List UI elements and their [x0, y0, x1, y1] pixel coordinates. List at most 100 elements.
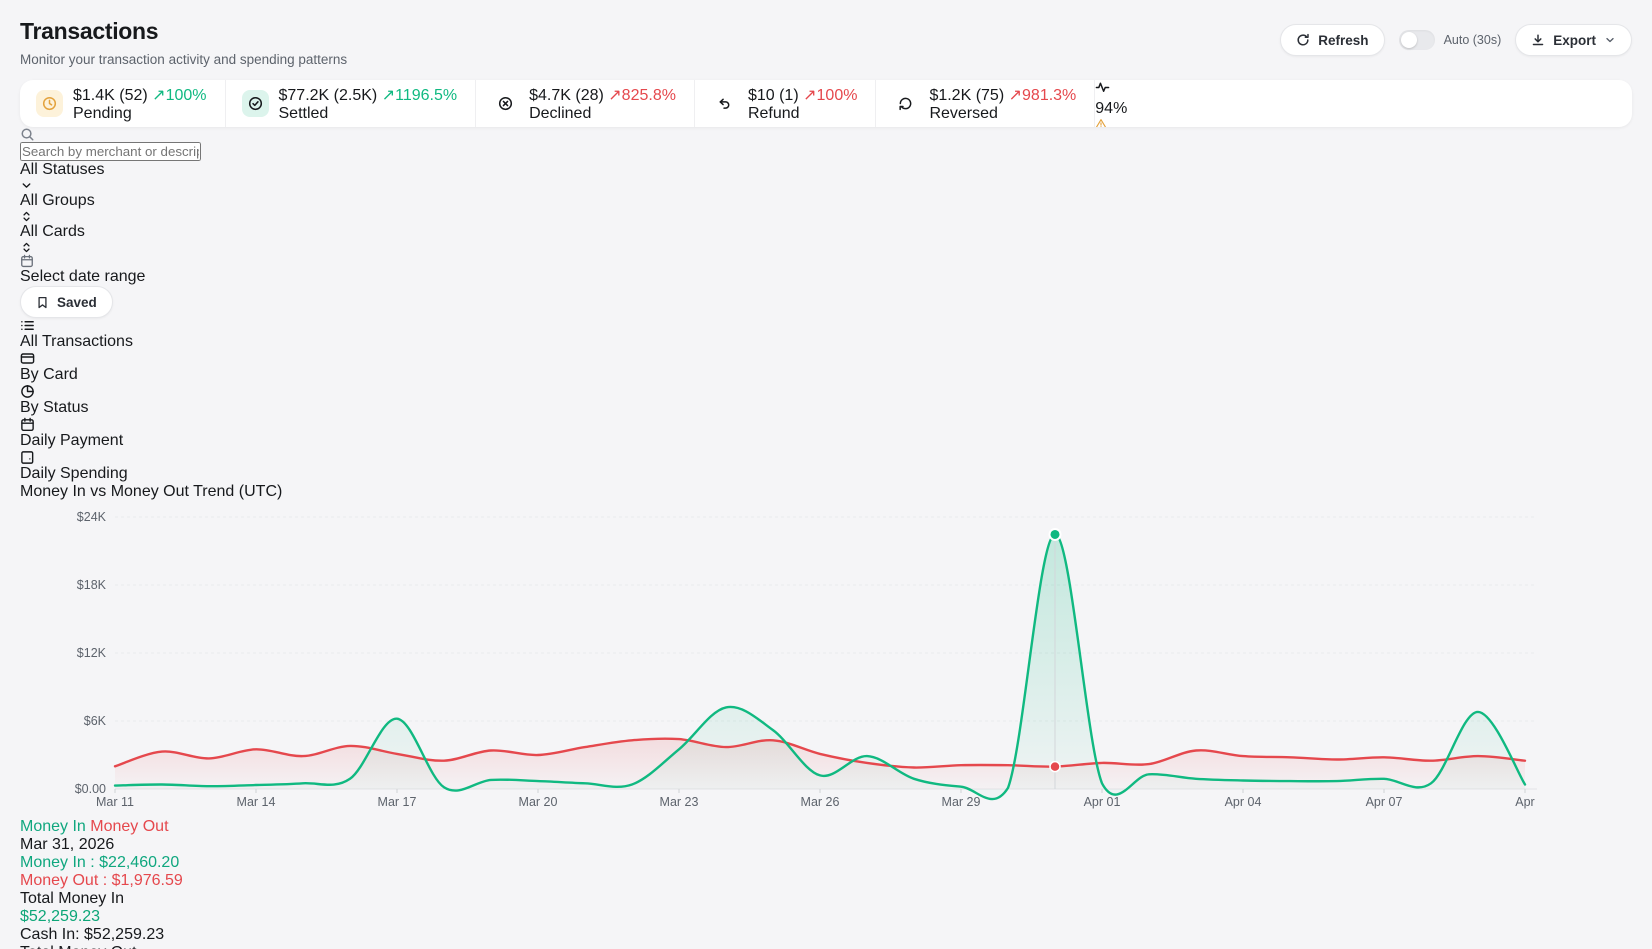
pie-chart-icon — [20, 384, 1632, 399]
legend-money-out[interactable]: Money Out — [90, 818, 168, 835]
tab-all-transactions[interactable]: All Transactions — [20, 318, 1632, 351]
summary-total-money-out: Total Money Out $82,293.14 Card: $80,464… — [20, 944, 1632, 949]
tab-label: By Card — [20, 366, 78, 383]
check-circle-icon — [242, 90, 269, 117]
groups-filter-value: All Groups — [20, 192, 95, 209]
rotate-ccw-icon — [892, 90, 919, 117]
tab-daily-spending[interactable]: Daily Spending — [20, 450, 1632, 483]
saved-label: Saved — [57, 295, 97, 310]
cards-filter-select[interactable]: All Cards — [20, 223, 1632, 254]
tab-label: Daily Payment — [20, 432, 123, 449]
tab-daily-payment[interactable]: Daily Payment — [20, 417, 1632, 450]
page-subtitle: Monitor your transaction activity and sp… — [20, 52, 347, 67]
calendar-icon — [20, 254, 1623, 268]
svg-text:$24K: $24K — [77, 510, 107, 524]
chart-title: Money In vs Money Out Trend — [20, 483, 234, 500]
clock-icon — [36, 90, 63, 117]
svg-text:Apr 04: Apr 04 — [1225, 795, 1262, 809]
chevron-down-icon — [1604, 34, 1616, 46]
warning-icon — [1095, 118, 1398, 127]
stat-count: (28) — [575, 87, 603, 104]
stat-label: Pending — [73, 105, 207, 123]
groups-filter-select[interactable]: All Groups — [20, 192, 1632, 223]
search-box — [20, 127, 1632, 161]
stat-count: (2.5K) — [334, 87, 378, 104]
toggle-knob — [1401, 32, 1417, 48]
date-range-value: Select date range — [20, 268, 145, 285]
tooltip-money-out: Money Out : $1,976.59 — [20, 872, 1632, 890]
chart-legend: Money In Money Out — [20, 818, 1632, 836]
stat-change: ↗1196.5% — [382, 87, 457, 104]
bookmark-icon — [36, 296, 49, 309]
stat-label: Declined — [529, 105, 676, 123]
x-circle-icon — [492, 90, 519, 117]
svg-text:Mar 26: Mar 26 — [801, 795, 840, 809]
stat-change: ↗825.8% — [608, 87, 676, 104]
chevron-down-icon — [20, 179, 1632, 192]
cards-filter-value: All Cards — [20, 223, 85, 240]
stat-count: (75) — [976, 87, 1004, 104]
stat-refund: $10 (1) ↗100% Refund — [695, 80, 877, 127]
page-title: Transactions — [20, 18, 347, 45]
refresh-icon — [1296, 33, 1310, 47]
chevron-up-down-icon — [20, 241, 1632, 254]
date-range-picker[interactable]: Select date range — [20, 254, 1632, 286]
status-filter-select[interactable]: All Statuses — [20, 161, 1632, 192]
filter-card: All Statuses All Groups All Cards — [20, 127, 1632, 286]
stat-value: $10 — [748, 87, 775, 104]
stat-pending: $1.4K (52) ↗100% Pending — [20, 80, 226, 127]
legend-label: Money Out — [90, 818, 168, 835]
tab-by-status[interactable]: By Status — [20, 384, 1632, 417]
svg-text:Mar 20: Mar 20 — [519, 795, 558, 809]
tooltip-money-in: Money In : $22,460.20 — [20, 854, 1632, 872]
svg-text:Apr 01: Apr 01 — [1084, 795, 1121, 809]
auto-refresh-label: Auto (30s) — [1444, 33, 1502, 47]
svg-text:$6K: $6K — [84, 714, 107, 728]
page-header: Transactions Monitor your transaction ac… — [20, 18, 1632, 67]
health-score: 94% — [1095, 100, 1127, 117]
stat-declined: $4.7K (28) ↗825.8% Declined — [476, 80, 695, 127]
tooltip-date: Mar 31, 2026 — [20, 836, 1632, 854]
refresh-button[interactable]: Refresh — [1280, 24, 1384, 56]
stat-label: Settled — [279, 105, 458, 123]
svg-text:Mar 14: Mar 14 — [237, 795, 276, 809]
svg-text:Apr: Apr — [1515, 795, 1534, 809]
stats-bar: $1.4K (52) ↗100% Pending $77.2K (2.5K) ↗… — [20, 80, 1632, 127]
svg-text:$18K: $18K — [77, 578, 107, 592]
tab-by-card[interactable]: By Card — [20, 351, 1632, 384]
summary-label: Total Money Out — [20, 944, 1632, 949]
tab-label: Daily Spending — [20, 465, 128, 482]
health-status-badge: Warning — [1095, 118, 1398, 127]
legend-money-in[interactable]: Money In — [20, 818, 90, 835]
stat-count: (52) — [119, 87, 147, 104]
stat-label: Refund — [748, 105, 858, 123]
svg-text:Mar 17: Mar 17 — [378, 795, 417, 809]
stat-value: $77.2K — [279, 87, 330, 104]
export-button[interactable]: Export — [1515, 24, 1632, 56]
stat-label: Reversed — [929, 105, 1076, 123]
stat-change: ↗981.3% — [1009, 87, 1077, 104]
undo-icon — [711, 90, 738, 117]
svg-text:$0.00: $0.00 — [75, 782, 106, 796]
summary-label: Total Money In — [20, 890, 1632, 908]
saved-filters-button[interactable]: Saved — [20, 286, 113, 318]
status-filter-value: All Statuses — [20, 161, 104, 178]
summary-total-money-in: Total Money In $52,259.23 Cash In: $52,2… — [20, 890, 1632, 944]
svg-text:Mar 29: Mar 29 — [942, 795, 981, 809]
stat-count: (1) — [779, 87, 799, 104]
trend-chart-card: Money In vs Money Out Trend (UTC) $0.00$… — [20, 483, 1632, 890]
legend-label: Money In — [20, 818, 86, 835]
search-input[interactable] — [20, 142, 201, 161]
wallet-icon — [20, 450, 1632, 465]
svg-text:Mar 11: Mar 11 — [96, 795, 134, 809]
refresh-label: Refresh — [1318, 33, 1368, 48]
download-icon — [1531, 33, 1545, 47]
auto-refresh-toggle[interactable] — [1399, 30, 1435, 50]
calendar-icon — [20, 417, 1632, 432]
stat-value: $4.7K — [529, 87, 571, 104]
tab-label: By Status — [20, 399, 88, 416]
export-label: Export — [1553, 33, 1596, 48]
tab-label: All Transactions — [20, 333, 133, 350]
money-in-out-chart[interactable]: $0.00$6K$12K$18K$24KMar 11Mar 14Mar 17Ma… — [20, 501, 1632, 813]
chevron-up-down-icon — [20, 210, 1632, 223]
